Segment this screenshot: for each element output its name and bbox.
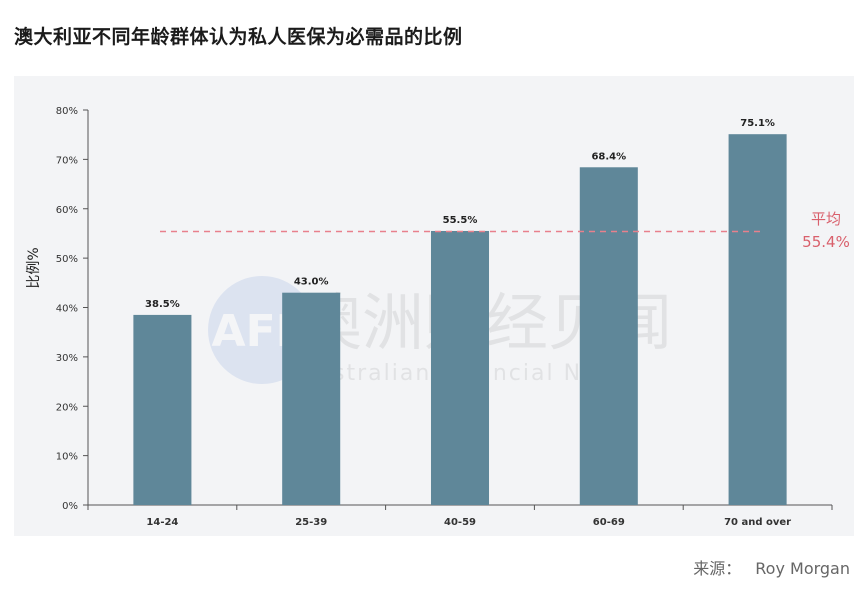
x-axis: 14-24 25-39 40-59 60-69 70 and over (87, 504, 833, 528)
x-tick-label: 60-69 (593, 517, 625, 528)
y-tick-label: 0% (62, 501, 78, 512)
y-tick-label: 10% (56, 452, 78, 463)
y-tick-label: 40% (56, 304, 78, 315)
source-note: 来源： Roy Morgan (693, 555, 850, 579)
average-label: 平均 (811, 210, 841, 228)
bar-value-label: 55.5% (443, 215, 478, 226)
bars: 38.5% 43.0% 55.5% 68.4% 75.1% (133, 118, 787, 505)
x-tick-label: 25-39 (295, 517, 327, 528)
bar-value-label: 68.4% (591, 151, 626, 162)
y-axis: 0% 10% 20% 30% 40% 50% 60% 70% 80% (56, 106, 89, 512)
bar (728, 134, 787, 505)
source-value: Roy Morgan (755, 559, 850, 578)
average-marker: 平均 55.4% (160, 210, 850, 251)
bar-value-label: 38.5% (145, 299, 180, 310)
chart-title: 澳大利亚不同年龄群体认为私人医保为必需品的比例 (14, 26, 463, 48)
x-tick-label: 14-24 (146, 517, 178, 528)
bar (579, 167, 638, 505)
x-tick-label: 70 and over (724, 517, 791, 528)
bar (282, 292, 341, 505)
y-tick-label: 70% (56, 155, 78, 166)
bar (430, 230, 490, 505)
y-tick-label: 60% (56, 205, 78, 216)
bar-value-label: 75.1% (740, 118, 775, 129)
y-tick-label: 80% (56, 106, 78, 117)
y-axis-label: 比例% (26, 247, 42, 288)
source-label: 来源： (693, 559, 742, 578)
y-tick-label: 20% (56, 402, 78, 413)
y-tick-label: 50% (56, 254, 78, 265)
x-tick-label: 40-59 (444, 517, 476, 528)
y-tick-label: 30% (56, 353, 78, 364)
average-value-label: 55.4% (802, 233, 850, 251)
bar (133, 314, 192, 505)
bar-value-label: 43.0% (294, 277, 329, 288)
